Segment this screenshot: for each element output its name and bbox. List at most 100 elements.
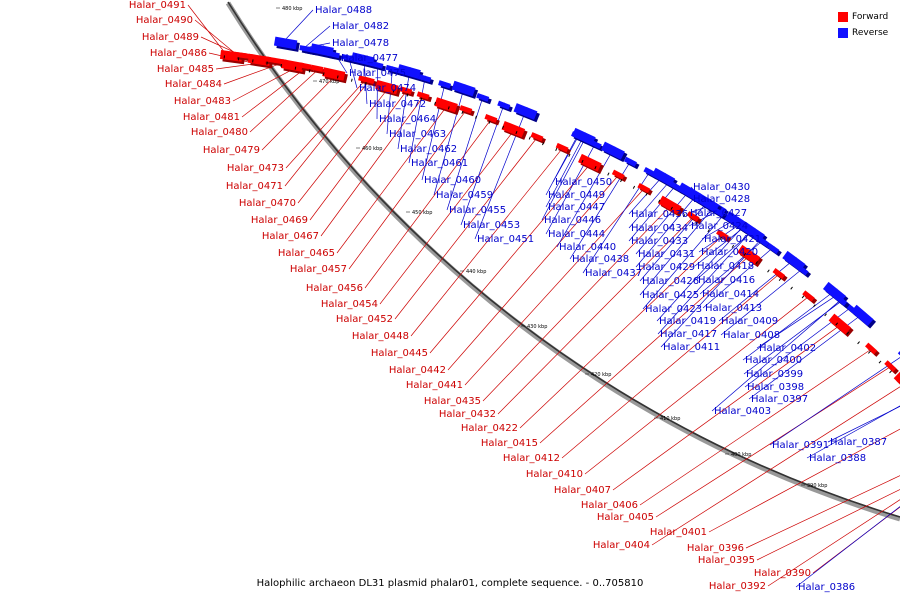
reverse-gene-label[interactable]: Halar_0440: [559, 242, 616, 253]
forward-gene-label[interactable]: Halar_0483: [174, 96, 231, 107]
reverse-gene-label[interactable]: Halar_0388: [809, 453, 866, 464]
reverse-gene-label[interactable]: Halar_0477: [341, 53, 398, 64]
reverse-gene-label[interactable]: Halar_0427: [690, 208, 747, 219]
reverse-gene-label[interactable]: Halar_0474: [359, 83, 416, 94]
forward-gene-label[interactable]: Halar_0471: [226, 181, 283, 192]
reverse-gene-label[interactable]: Halar_0434: [631, 223, 688, 234]
reverse-gene-label[interactable]: Halar_0433: [631, 236, 688, 247]
forward-label-leader: [285, 81, 365, 169]
forward-gene-label[interactable]: Halar_0481: [183, 112, 240, 123]
reverse-gene-label[interactable]: Halar_0460: [424, 175, 481, 186]
forward-gene-label[interactable]: Halar_0491: [129, 0, 186, 11]
reverse-gene-label[interactable]: Halar_0463: [389, 129, 446, 140]
reverse-gene-label[interactable]: Halar_0449: [548, 190, 605, 201]
reverse-gene-label[interactable]: Halar_0413: [705, 303, 762, 314]
forward-gene-label[interactable]: Halar_0480: [191, 127, 248, 138]
forward-gene-label[interactable]: Halar_0406: [581, 500, 638, 511]
reverse-gene-label[interactable]: Halar_0414: [702, 289, 759, 300]
forward-gene-label[interactable]: Halar_0390: [754, 568, 811, 579]
forward-gene-label[interactable]: Halar_0456: [306, 283, 363, 294]
reverse-gene-label[interactable]: Halar_0403: [714, 406, 771, 417]
reverse-gene-label[interactable]: Halar_0438: [572, 254, 629, 265]
reverse-gene-label[interactable]: Halar_0437: [585, 268, 642, 279]
reverse-gene-label[interactable]: Halar_0421: [704, 234, 761, 245]
reverse-gene-label[interactable]: Halar_0408: [723, 330, 780, 341]
reverse-gene-label[interactable]: Halar_0426: [642, 276, 699, 287]
reverse-gene-label[interactable]: Halar_0399: [746, 369, 803, 380]
forward-gene-label[interactable]: Halar_0412: [503, 453, 560, 464]
forward-gene-label[interactable]: Halar_0452: [336, 314, 393, 325]
reverse-gene-label[interactable]: Halar_0425: [642, 290, 699, 301]
reverse-gene-label[interactable]: Halar_0451: [477, 234, 534, 245]
reverse-gene-label[interactable]: Halar_0462: [400, 144, 457, 155]
reverse-gene-label[interactable]: Halar_0423: [645, 304, 702, 315]
forward-gene-label[interactable]: Halar_0396: [687, 543, 744, 554]
reverse-gene-label[interactable]: Halar_0398: [747, 382, 804, 393]
reverse-gene-label[interactable]: Halar_0420: [701, 247, 758, 258]
reverse-gene-label[interactable]: Halar_0424: [691, 221, 748, 232]
reverse-gene-label[interactable]: Halar_0482: [332, 21, 389, 32]
reverse-gene-label[interactable]: Halar_0447: [548, 202, 605, 213]
forward-gene-label[interactable]: Halar_0410: [526, 469, 583, 480]
reverse-gene-label[interactable]: Halar_0419: [659, 316, 716, 327]
forward-gene-label[interactable]: Halar_0489: [142, 32, 199, 43]
reverse-gene-label[interactable]: Halar_0464: [379, 114, 436, 125]
reverse-gene-label[interactable]: Halar_0472: [369, 99, 426, 110]
reverse-gene-label[interactable]: Halar_0431: [638, 249, 695, 260]
forward-gene-label[interactable]: Halar_0415: [481, 438, 538, 449]
reverse-gene-label[interactable]: Halar_0478: [332, 38, 389, 49]
forward-gene-label[interactable]: Halar_0465: [278, 248, 335, 259]
reverse-gene-label[interactable]: Halar_0461: [411, 158, 468, 169]
forward-gene-label[interactable]: Halar_0473: [227, 163, 284, 174]
forward-gene-label[interactable]: Halar_0422: [461, 423, 518, 434]
reverse-label-leader: [376, 62, 378, 120]
forward-gene-label[interactable]: Halar_0395: [698, 555, 755, 566]
reverse-gene-label[interactable]: Halar_0397: [751, 394, 808, 405]
reverse-gene-label[interactable]: Halar_0459: [436, 190, 493, 201]
forward-gene-label[interactable]: Halar_0485: [157, 64, 214, 75]
forward-gene-label[interactable]: Halar_0392: [709, 581, 766, 592]
forward-gene-label[interactable]: Halar_0441: [406, 380, 463, 391]
forward-gene-label[interactable]: Halar_0490: [136, 15, 193, 26]
forward-gene-label[interactable]: Halar_0457: [290, 264, 347, 275]
reverse-gene-label[interactable]: Halar_0444: [548, 229, 605, 240]
forward-gene-label[interactable]: Halar_0467: [262, 231, 319, 242]
forward-gene-label[interactable]: Halar_0432: [439, 409, 496, 420]
reverse-gene-label[interactable]: Halar_0402: [759, 343, 816, 354]
forward-gene-label[interactable]: Halar_0484: [165, 79, 222, 90]
reverse-gene-label[interactable]: Halar_0411: [663, 342, 720, 353]
forward-swatch: [838, 12, 848, 22]
forward-gene-label[interactable]: Halar_0435: [424, 396, 481, 407]
reverse-gene-label[interactable]: Halar_0488: [315, 5, 372, 16]
reverse-gene-label[interactable]: Halar_0436: [631, 209, 688, 220]
forward-gene-label[interactable]: Halar_0445: [371, 348, 428, 359]
reverse-gene-label[interactable]: Halar_0453: [463, 220, 520, 231]
reverse-gene-label[interactable]: Halar_0455: [449, 205, 506, 216]
reverse-gene-label[interactable]: Halar_0391: [772, 440, 829, 451]
reverse-gene-label[interactable]: Halar_0387: [830, 437, 887, 448]
reverse-gene-label[interactable]: Halar_0430: [693, 182, 750, 193]
reverse-gene-label[interactable]: Halar_0400: [745, 355, 802, 366]
forward-gene-label[interactable]: Halar_0486: [150, 48, 207, 59]
forward-gene-label[interactable]: Halar_0479: [203, 145, 260, 156]
reverse-gene-label[interactable]: Halar_0418: [697, 261, 754, 272]
reverse-gene-label[interactable]: Halar_0475: [349, 68, 406, 79]
forward-gene-label[interactable]: Halar_0454: [321, 299, 378, 310]
forward-gene-label[interactable]: Halar_0407: [554, 485, 611, 496]
reverse-gene-label[interactable]: Halar_0450: [555, 177, 612, 188]
forward-gene-label[interactable]: Halar_0401: [650, 527, 707, 538]
reverse-gene-label[interactable]: Halar_0428: [693, 194, 750, 205]
reverse-gene-label[interactable]: Halar_0446: [544, 215, 601, 226]
reverse-gene-label[interactable]: Halar_0429: [638, 262, 695, 273]
reverse-gene-label[interactable]: Halar_0409: [721, 316, 778, 327]
forward-gene-label[interactable]: Halar_0405: [597, 512, 654, 523]
forward-gene-label[interactable]: Halar_0470: [239, 198, 296, 209]
forward-gene-label[interactable]: Halar_0442: [389, 365, 446, 376]
forward-gene-label[interactable]: Halar_0404: [593, 540, 650, 551]
reverse-gene-label[interactable]: Halar_0416: [698, 275, 755, 286]
forward-gene-label[interactable]: Halar_0469: [251, 215, 308, 226]
reverse-gene-label[interactable]: Halar_0417: [660, 329, 717, 340]
forward-gene-label[interactable]: Halar_0448: [352, 331, 409, 342]
reverse-gene-label[interactable]: Halar_0386: [798, 582, 855, 593]
feature-marker: [857, 341, 860, 345]
